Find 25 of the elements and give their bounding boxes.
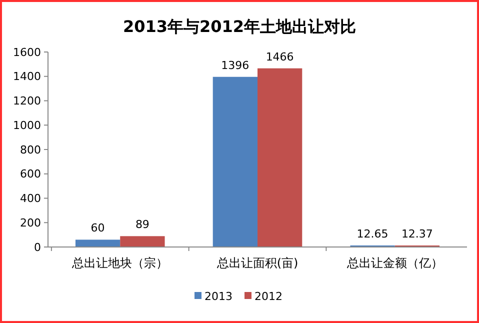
y-tick-label: 1400 [13, 70, 41, 84]
data-label: 89 [135, 218, 150, 232]
data-label: 12.37 [401, 227, 433, 240]
legend-label: 2012 [254, 290, 282, 303]
x-tick-label: 总出让地块（宗） [71, 256, 168, 270]
x-tick-label: 总出让面积(亩) [216, 256, 298, 270]
bar [258, 68, 302, 247]
y-tick-label: 1200 [13, 94, 41, 108]
y-tick-label: 0 [34, 240, 41, 254]
y-tick-label: 600 [20, 168, 41, 181]
data-label: 12.65 [356, 227, 388, 240]
y-tick-label: 800 [20, 143, 41, 156]
data-label: 60 [90, 222, 105, 235]
bar [212, 76, 258, 247]
y-tick-label: 1000 [13, 118, 41, 132]
y-tick-label: 400 [20, 192, 41, 206]
bar [75, 240, 120, 247]
data-label: 1396 [221, 58, 250, 72]
bar [120, 236, 165, 247]
y-tick-label: 200 [20, 216, 41, 230]
data-label: 1466 [266, 50, 294, 64]
x-tick-label: 总出让金额（亿） [346, 256, 443, 270]
y-tick-label: 1600 [13, 46, 41, 59]
legend-label: 2013 [204, 290, 232, 303]
chart-title: 2013年与2012年土地出让对比 [122, 17, 356, 36]
